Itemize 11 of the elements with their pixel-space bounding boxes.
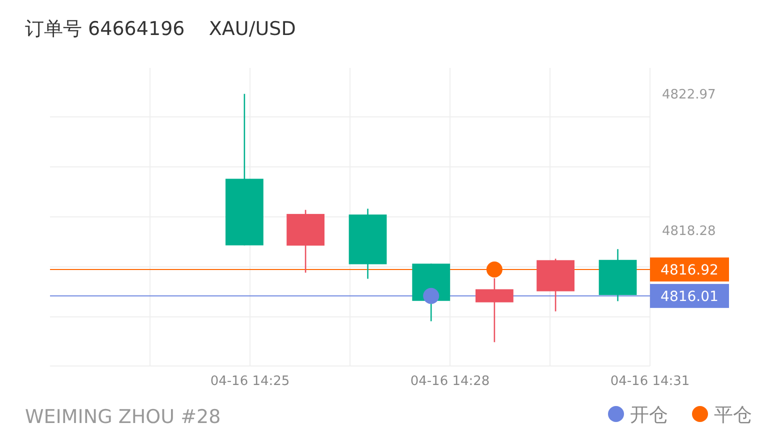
legend-label: 开仓: [630, 404, 668, 426]
y-tick-label: 4822.97: [662, 88, 716, 103]
text: WEIMING ZHOU #28: [25, 406, 221, 428]
x-tick-label: 04-16 14:25: [210, 374, 290, 389]
x-tick-label: 04-16 14:31: [610, 374, 690, 389]
y-tick-label: 4818.28: [662, 224, 716, 239]
legend-label: 平仓: [714, 404, 752, 426]
ref-line-label: 4816.92: [660, 262, 718, 278]
x-tick-label: 04-16 14:28: [410, 374, 490, 389]
chart-title: 订单号 64664196 XAU/USD: [25, 18, 296, 40]
ref-line-label: 4816.01: [660, 288, 718, 305]
